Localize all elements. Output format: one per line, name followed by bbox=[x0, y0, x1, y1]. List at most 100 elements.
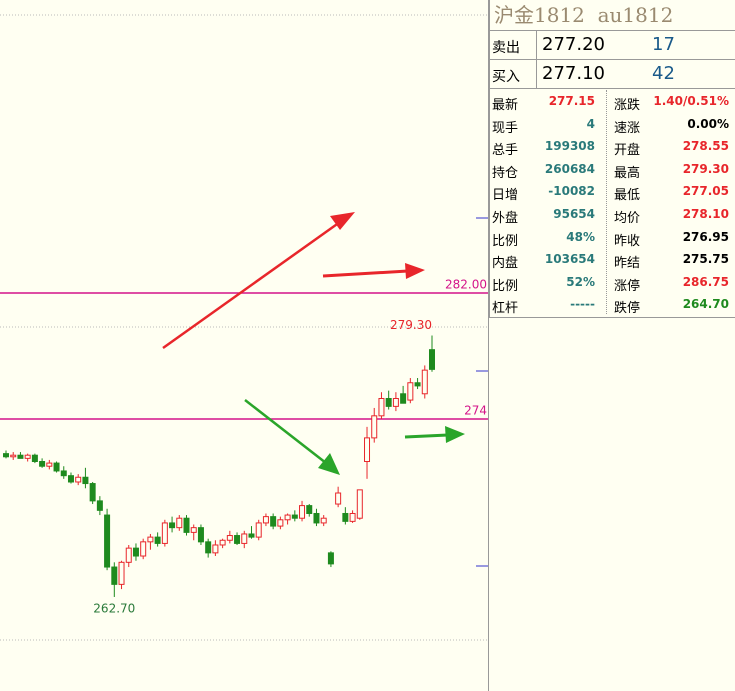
candle-body bbox=[327, 552, 334, 565]
candle-body bbox=[190, 527, 197, 533]
title: 沪金1812 au1812 bbox=[490, 0, 735, 31]
candle-body bbox=[226, 535, 233, 541]
candle-body bbox=[313, 512, 320, 524]
value: 279.30 bbox=[682, 161, 729, 176]
stats-row: 持仓 260684 最高 279.30 bbox=[490, 159, 735, 182]
candle-body bbox=[132, 547, 139, 557]
label: 最低 bbox=[614, 188, 641, 204]
candle-body bbox=[378, 398, 385, 417]
label: 跌停 bbox=[614, 301, 641, 317]
candle-body bbox=[291, 514, 298, 519]
label: 开盘 bbox=[614, 143, 641, 159]
label: 昨结 bbox=[614, 256, 641, 272]
label: 杠杆 bbox=[492, 301, 519, 317]
candle-body bbox=[262, 516, 269, 524]
label: 卖出 bbox=[492, 40, 520, 56]
candle-body bbox=[349, 512, 356, 522]
label: 均价 bbox=[614, 210, 641, 226]
arrows bbox=[162, 212, 465, 475]
stats: 最新 277.15 涨跌 1.40/0.51% 现手 4 速涨 0.00% 总手 199308 开盘… bbox=[490, 89, 735, 317]
value: 48% bbox=[566, 229, 595, 244]
candle-body bbox=[89, 483, 96, 502]
candle-body bbox=[429, 349, 435, 370]
candle-body bbox=[219, 539, 226, 546]
stats-row: 日增 -10082 最低 277.05 bbox=[490, 181, 735, 204]
candle-body bbox=[118, 561, 125, 585]
candle-body bbox=[147, 536, 154, 543]
candle-body bbox=[53, 462, 60, 472]
candle-body bbox=[306, 505, 313, 514]
label: 最新 bbox=[492, 98, 519, 113]
candle-body bbox=[342, 512, 349, 522]
candle-body bbox=[335, 492, 342, 505]
value: 264.70 bbox=[682, 297, 729, 312]
value: 278.55 bbox=[682, 139, 729, 154]
candle-body bbox=[10, 454, 17, 458]
candle-body bbox=[277, 519, 284, 527]
candle-body bbox=[241, 533, 248, 544]
candle-body bbox=[356, 489, 363, 519]
candle-body bbox=[248, 533, 255, 538]
candle-body bbox=[169, 522, 176, 529]
label: 日增 bbox=[492, 188, 519, 204]
label: 内盘 bbox=[492, 256, 519, 272]
candle-body bbox=[364, 437, 371, 463]
value: 103654 bbox=[544, 252, 595, 267]
label: 涨跌 bbox=[614, 98, 641, 113]
candle-body bbox=[75, 476, 82, 483]
candle-body bbox=[234, 535, 241, 544]
candle-body bbox=[414, 382, 421, 387]
value: 0.00% bbox=[687, 116, 729, 131]
label: 买入 bbox=[492, 69, 520, 85]
candle-body bbox=[104, 514, 111, 568]
candle-body bbox=[39, 461, 46, 467]
candle-body bbox=[176, 517, 183, 529]
candle-body bbox=[82, 476, 89, 485]
candle-body bbox=[385, 398, 392, 407]
stats-row: 总手 199308 开盘 278.55 bbox=[490, 136, 735, 159]
candle-body bbox=[255, 522, 262, 538]
candle-body bbox=[421, 369, 428, 395]
label: 现手 bbox=[492, 120, 519, 136]
chart: 282.00 274 279.30 262.70 bbox=[0, 0, 489, 691]
value: -10082 bbox=[548, 184, 595, 199]
value: 95654 bbox=[553, 206, 595, 221]
candle-body bbox=[17, 454, 24, 459]
value: 277.05 bbox=[682, 184, 729, 199]
label: 比例 bbox=[492, 278, 519, 294]
candle-body bbox=[197, 527, 204, 543]
candle-body bbox=[161, 522, 168, 544]
value: 199308 bbox=[544, 139, 595, 154]
volume: 42 bbox=[652, 63, 675, 84]
candle-body bbox=[96, 500, 103, 511]
value: 4 bbox=[586, 116, 595, 131]
value: 275.75 bbox=[682, 252, 729, 267]
candle-body bbox=[371, 415, 378, 439]
label: 速涨 bbox=[614, 120, 641, 136]
stats-row: 杠杆 ----- 跌停 264.70 bbox=[490, 294, 735, 317]
candle-body bbox=[125, 547, 132, 563]
axis-ticks bbox=[476, 217, 488, 567]
candle-body bbox=[392, 398, 399, 407]
price-line-label: 282.00 bbox=[445, 277, 487, 291]
label: 昨收 bbox=[614, 233, 641, 249]
stats-row: 比例 48% 昨收 276.95 bbox=[490, 227, 735, 250]
value: 52% bbox=[566, 274, 595, 289]
label: 持仓 bbox=[492, 165, 519, 181]
volume: 17 bbox=[652, 34, 675, 55]
quote-panel: 沪金1812 au1812 卖出 277.20 17 买入 277.10 42 最新 27… bbox=[489, 0, 735, 318]
bid-row: 买入 277.10 42 bbox=[490, 60, 735, 89]
stats-row: 比例 52% 涨停 286.75 bbox=[490, 272, 735, 295]
candle-body bbox=[407, 382, 414, 401]
label: 比例 bbox=[492, 233, 519, 249]
candle-body bbox=[46, 462, 53, 467]
stats-row: 现手 4 速涨 0.00% bbox=[490, 114, 735, 137]
value: 276.95 bbox=[682, 229, 729, 244]
label: 最高 bbox=[614, 165, 641, 181]
candle-body bbox=[183, 517, 190, 533]
candle-body bbox=[320, 517, 327, 524]
stats-row: 外盘 95654 均价 278.10 bbox=[490, 204, 735, 227]
stats-row: 最新 277.15 涨跌 1.40/0.51% bbox=[490, 91, 735, 114]
value: 277.15 bbox=[548, 94, 595, 108]
